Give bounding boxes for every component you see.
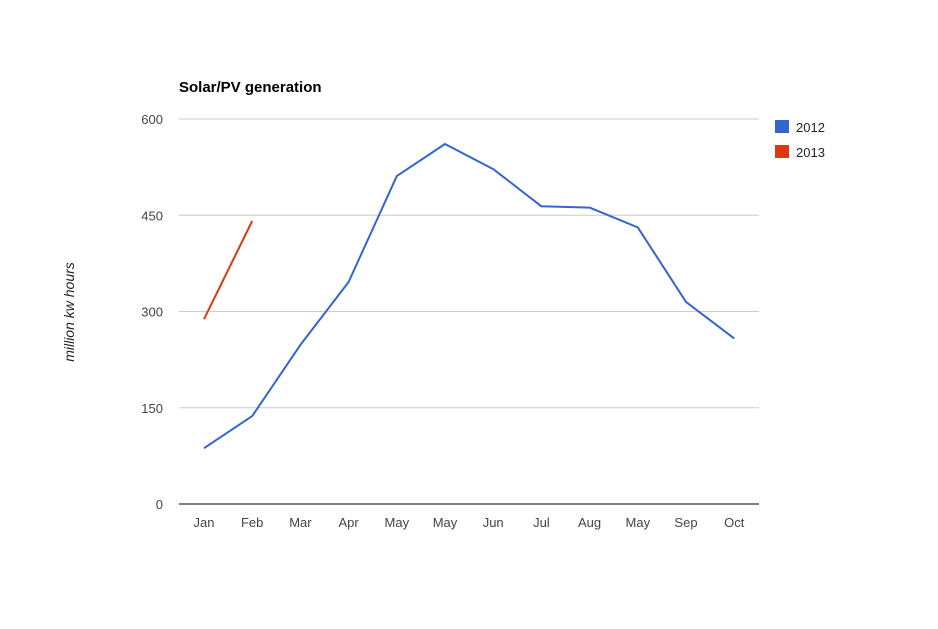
y-tick-labels: 0 150 300 450 600: [141, 112, 163, 512]
x-tick-label: Sep: [674, 515, 697, 530]
y-tick-label: 300: [141, 305, 163, 320]
legend-swatch-2013: [775, 145, 789, 158]
x-tick-label: Aug: [578, 515, 601, 530]
x-tick-label: Oct: [724, 515, 745, 530]
x-tick-label: Jan: [194, 515, 215, 530]
x-tick-label: Apr: [338, 515, 359, 530]
legend-label-2013: 2013: [796, 145, 825, 160]
legend: 2012 2013: [775, 120, 825, 160]
series-line-2013: [203, 220, 254, 320]
legend-swatch-2012: [775, 120, 789, 133]
x-tick-label: May: [433, 515, 458, 530]
chart-title: Solar/PV generation: [179, 79, 322, 96]
x-tick-label: May: [385, 515, 410, 530]
x-tick-label: Feb: [241, 515, 263, 530]
y-tick-label: 450: [141, 208, 163, 223]
y-axis-label: million kw hours: [61, 262, 77, 362]
x-tick-labels: Jan Feb Mar Apr May May Jun Jul Aug May Sep Oct: [194, 515, 745, 530]
x-tick-label: Jul: [533, 515, 550, 530]
series-line-2012: [203, 143, 735, 450]
legend-label-2012: 2012: [796, 120, 825, 135]
x-tick-label: Jun: [483, 515, 504, 530]
series-lines: [203, 143, 735, 450]
y-tick-label: 600: [141, 112, 163, 127]
y-tick-label: 0: [156, 497, 163, 512]
gridlines: [179, 118, 759, 505]
y-tick-label: 150: [141, 401, 163, 416]
x-tick-label: May: [626, 515, 651, 530]
x-tick-label: Mar: [289, 515, 312, 530]
